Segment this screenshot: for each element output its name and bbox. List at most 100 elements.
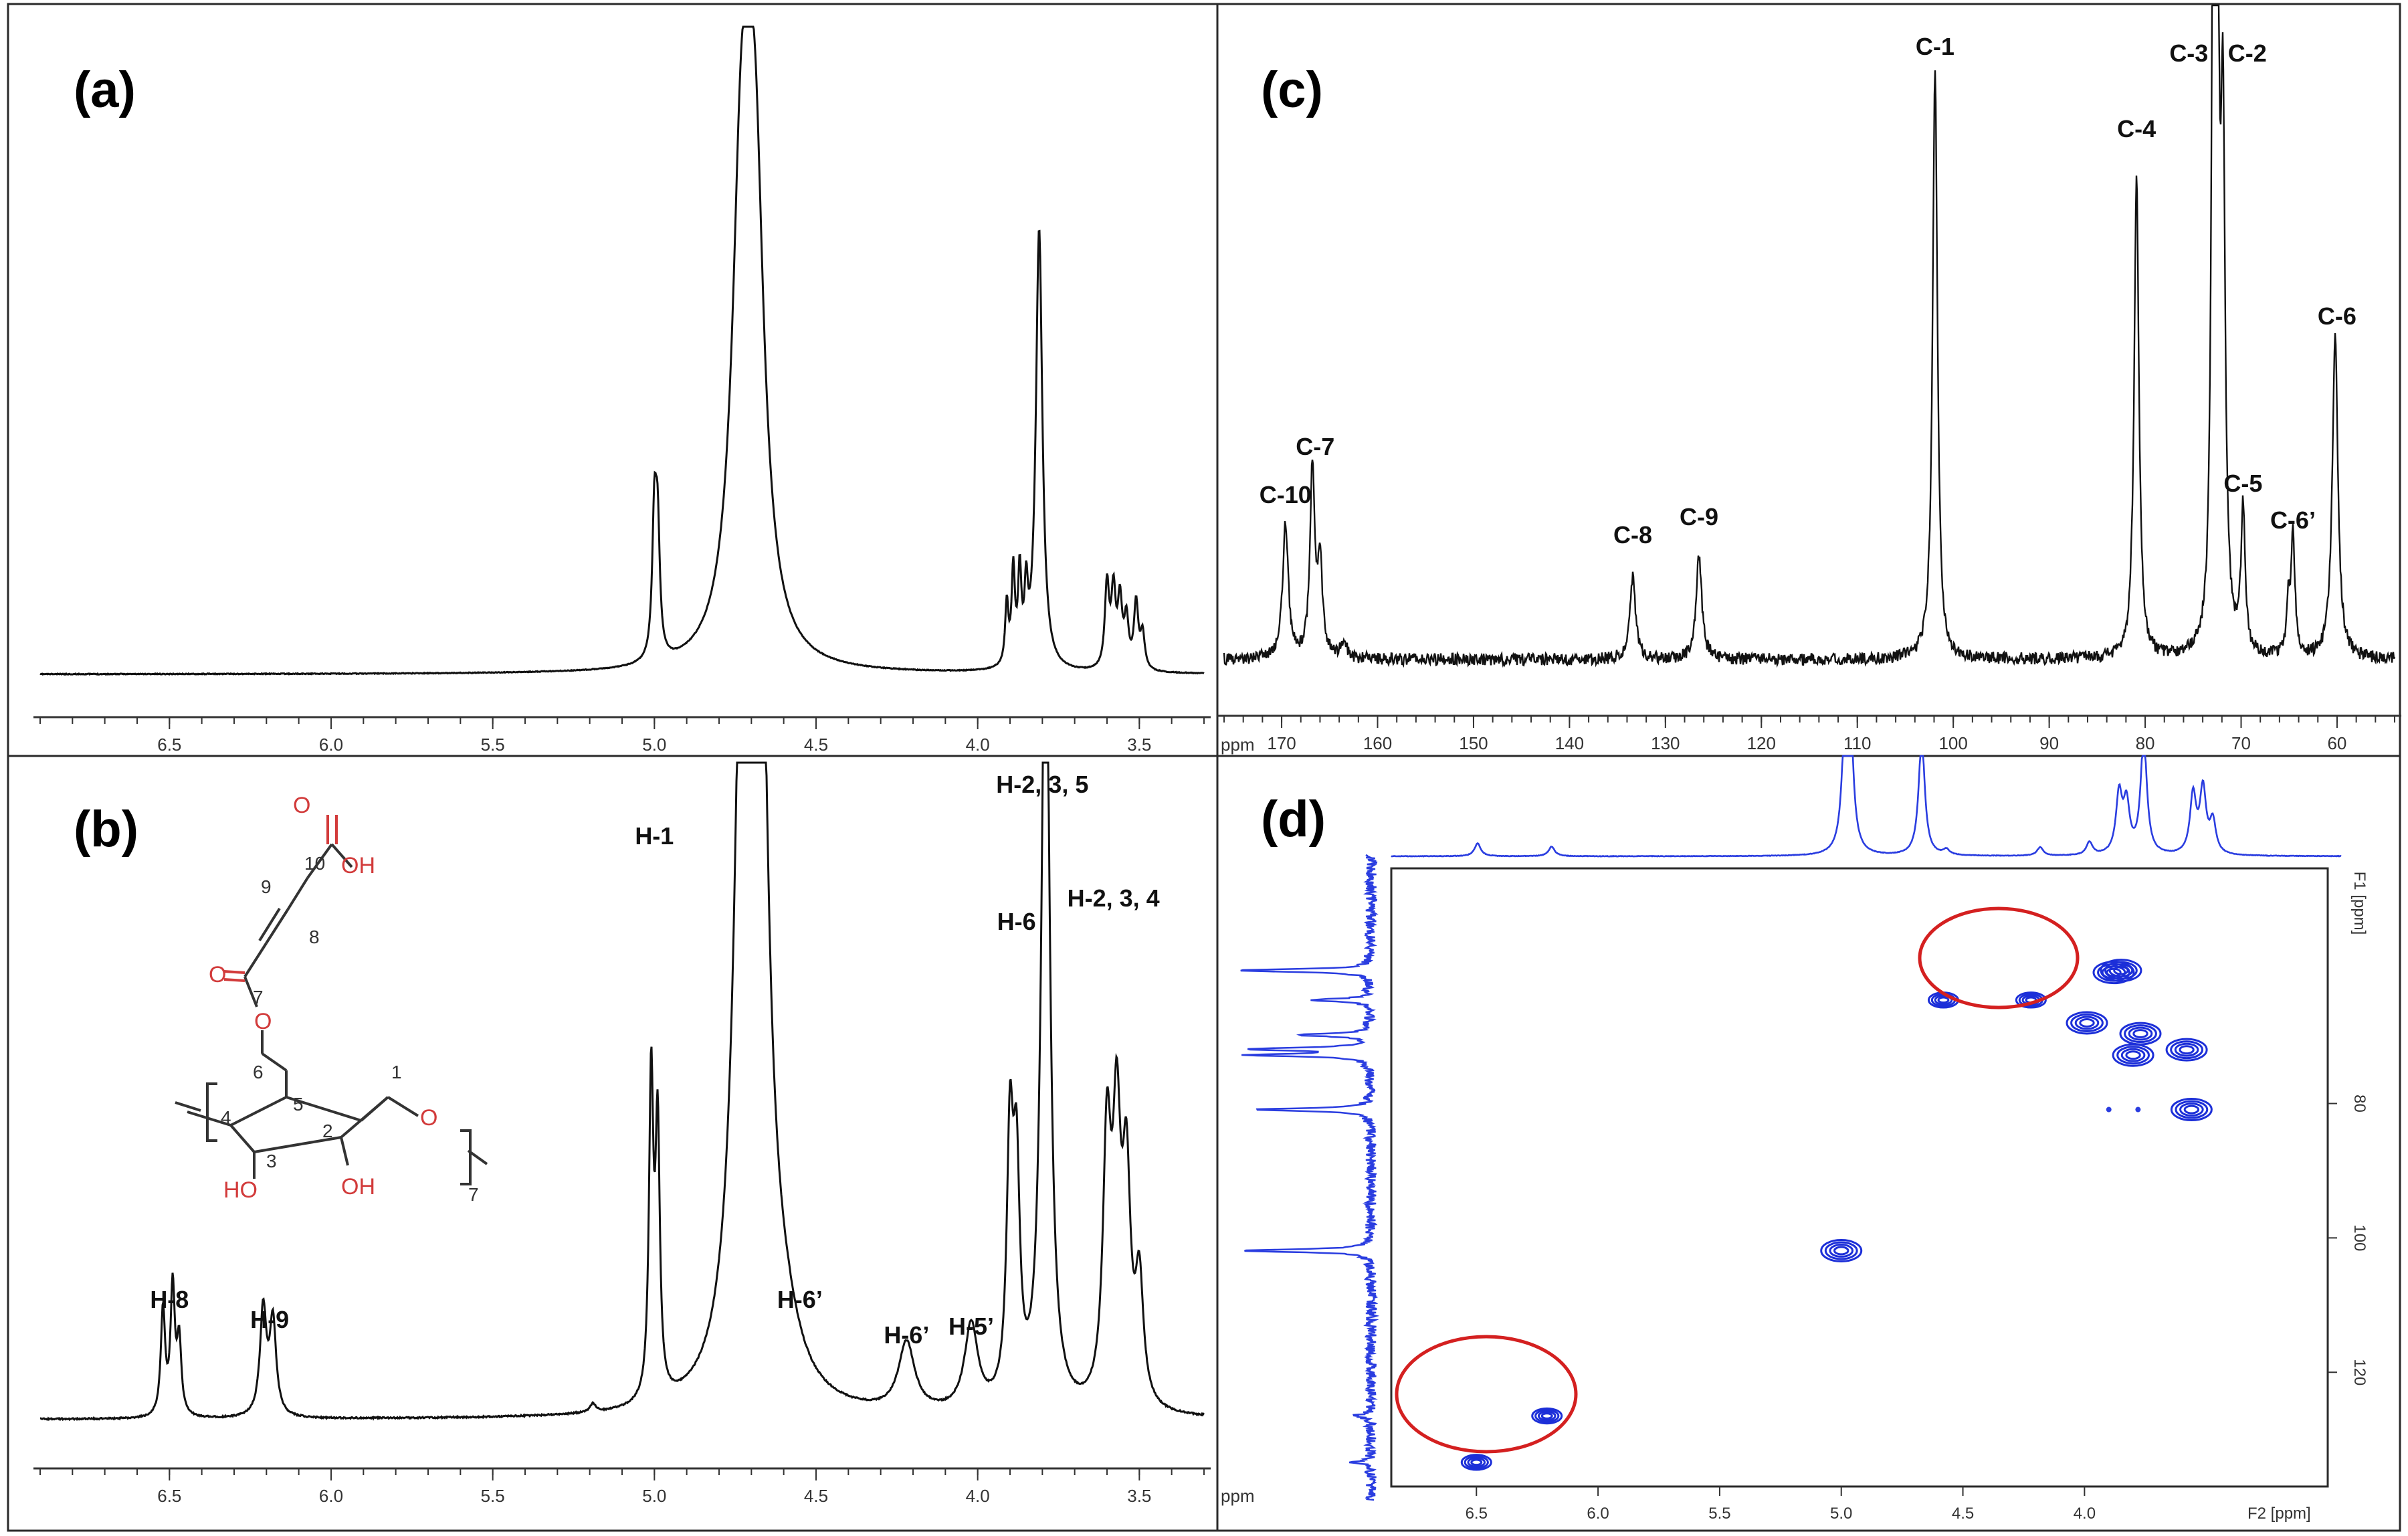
atom-number-6: 6 — [253, 1062, 264, 1082]
peak-label: C-6 — [2318, 302, 2356, 330]
axis-b-unit-label: ppm — [1221, 1486, 1255, 1506]
hsqc-plot-frame — [1390, 867, 2329, 1488]
peak-label: H-8 — [150, 1286, 189, 1313]
cross-peak-contour — [2125, 1050, 2141, 1060]
peak-label: C-4 — [2117, 115, 2156, 142]
peak-label: C-6’ — [2270, 506, 2316, 534]
axis-c-tick-label: 160 — [1363, 733, 1392, 753]
cross-peak-contour — [2124, 1024, 2157, 1044]
axis-d-x-tick-label: 6.5 — [1466, 1505, 1488, 1523]
axis-b-tick-label: 4.5 — [804, 1486, 828, 1506]
cross-peak-contour — [2100, 959, 2142, 983]
cross-peak — [2106, 1107, 2112, 1113]
cross-peak-dot — [2135, 1107, 2141, 1113]
axis-c-tick-label: 60 — [2327, 733, 2346, 753]
panel-label-d: (d) — [1261, 791, 1326, 848]
cross-peak-contour — [1464, 1455, 1489, 1470]
cross-peak-contour — [1531, 1407, 1563, 1425]
cross-peak-contour — [1833, 1246, 1849, 1256]
atom-oh: OH — [341, 1174, 375, 1199]
peak-label: C-7 — [1296, 433, 1334, 460]
atom-number-4: 4 — [221, 1107, 231, 1128]
cross-peak — [1820, 1238, 1863, 1262]
cross-peak-contour — [1829, 1244, 1854, 1258]
peak-label: C-2 — [2228, 39, 2267, 67]
panel-b-1h-spectrum: 6.5 6.0 5.5 5.0 4.5 4.0 3.5 ppm H-8 H-9 H-1 H-6’ H-… — [33, 761, 1255, 1506]
axis-c-tick-label: 100 — [1938, 733, 1967, 753]
spectrum-trace-c — [1223, 4, 2396, 668]
panel-d-hsqc: 6.5 6.0 5.5 5.0 4.5 4.0 F2 [ppm] 80 100 120 F1 [pp… — [1240, 755, 2369, 1523]
cross-peak-contour — [1540, 1412, 1553, 1420]
repeat-count: 7 — [468, 1184, 479, 1205]
axis-b-tick-label: 6.0 — [319, 1486, 343, 1506]
peak-label: H-9 — [250, 1306, 289, 1333]
cross-peak — [1460, 1454, 1492, 1471]
atom-o: O — [209, 962, 226, 987]
axis-a-tick-label: 3.5 — [1127, 735, 1151, 755]
cross-peak-contour — [2128, 1026, 2153, 1041]
axis-c-tick-label: 170 — [1267, 733, 1296, 753]
cross-peak-contour — [1460, 1454, 1492, 1471]
peak-label: H-2, 3, 5 — [996, 771, 1088, 798]
axis-a-tick-label: 6.5 — [157, 735, 181, 755]
panel-label-a: (a) — [74, 62, 136, 118]
axis-a-tick-label: 6.0 — [319, 735, 343, 755]
cross-peak-contour — [1537, 1410, 1557, 1422]
figure-frame — [7, 3, 2401, 1532]
axis-c-tick-label: 80 — [2136, 733, 2155, 753]
axis-a-tick-label: 4.0 — [966, 735, 990, 755]
cross-peak — [2165, 1038, 2208, 1062]
atom-number-5: 5 — [293, 1094, 304, 1115]
axis-b-tick-label: 3.5 — [1127, 1486, 1151, 1506]
axis-c-tick-label: 120 — [1747, 733, 1776, 753]
cross-peak-contour — [2170, 1040, 2203, 1060]
spectrum-trace-b — [39, 761, 1205, 1422]
cross-peak-contour — [2113, 965, 2129, 975]
peak-label: C-5 — [2223, 470, 2262, 497]
atom-number-2: 2 — [322, 1121, 333, 1141]
axis-a-tick-label: 5.0 — [642, 735, 666, 755]
cross-peak-contour — [2165, 1038, 2208, 1062]
cross-peak-contour — [2116, 1046, 2150, 1065]
axis-d-y-tick-label: 80 — [2350, 1094, 2369, 1113]
cross-peak — [2135, 1107, 2141, 1113]
highlight-circle-h6prime — [1918, 906, 2080, 1010]
panel-label-b: (b) — [74, 801, 138, 858]
peak-label: C-10 — [1260, 481, 1312, 508]
cross-peak-contour — [2104, 961, 2138, 980]
axis-b-tick-label: 6.5 — [157, 1486, 181, 1506]
axis-d-y-label: F1 [ppm] — [2350, 872, 2369, 935]
cross-peak-contour — [1820, 1238, 1863, 1262]
atom-number-9: 9 — [261, 876, 272, 897]
atom-o: O — [293, 793, 310, 818]
cross-peak-contour — [2015, 991, 2047, 1009]
axis-c-tick-label: 130 — [1651, 733, 1680, 753]
cross-peak-contour — [2175, 1100, 2209, 1119]
atom-number-7: 7 — [253, 987, 264, 1007]
cross-peak-contour — [2074, 1016, 2100, 1030]
axis-d-y-tick-label: 100 — [2350, 1224, 2369, 1251]
atom-number-1: 1 — [391, 1062, 402, 1082]
axis-d-x-label: F2 [ppm] — [2247, 1505, 2311, 1523]
cross-peak-contour — [2174, 1042, 2199, 1057]
axis-b-tick-label: 5.0 — [642, 1486, 666, 1506]
atom-oh: OH — [341, 853, 375, 878]
cross-peak-contour — [2066, 1011, 2108, 1035]
peak-label: H-6’ — [777, 1286, 823, 1313]
axis-b-tick-label: 4.0 — [966, 1486, 990, 1506]
axis-c-tick-label: 110 — [1843, 733, 1871, 753]
atom-ho: HO — [223, 1177, 258, 1203]
axis-d-y-tick-label: 120 — [2350, 1359, 2369, 1385]
cross-peak — [2100, 959, 2142, 983]
axis-a-tick-label: 5.5 — [481, 735, 505, 755]
cross-peak — [1531, 1407, 1563, 1425]
axis-d-x-tick-label: 4.5 — [1952, 1505, 1974, 1523]
chemical-structure: O OH 10 9 8 O 7 O 6 5 4 1 2 3 HO OH O 7 — [175, 793, 488, 1205]
peak-label: H-6 — [997, 908, 1036, 935]
cross-peak — [2170, 1098, 2213, 1122]
atom-number-10: 10 — [304, 853, 325, 874]
axis-d-x-tick-label: 5.0 — [1830, 1505, 1852, 1523]
cross-peak — [2119, 1022, 2162, 1046]
cross-peak-contour — [2170, 1098, 2213, 1122]
